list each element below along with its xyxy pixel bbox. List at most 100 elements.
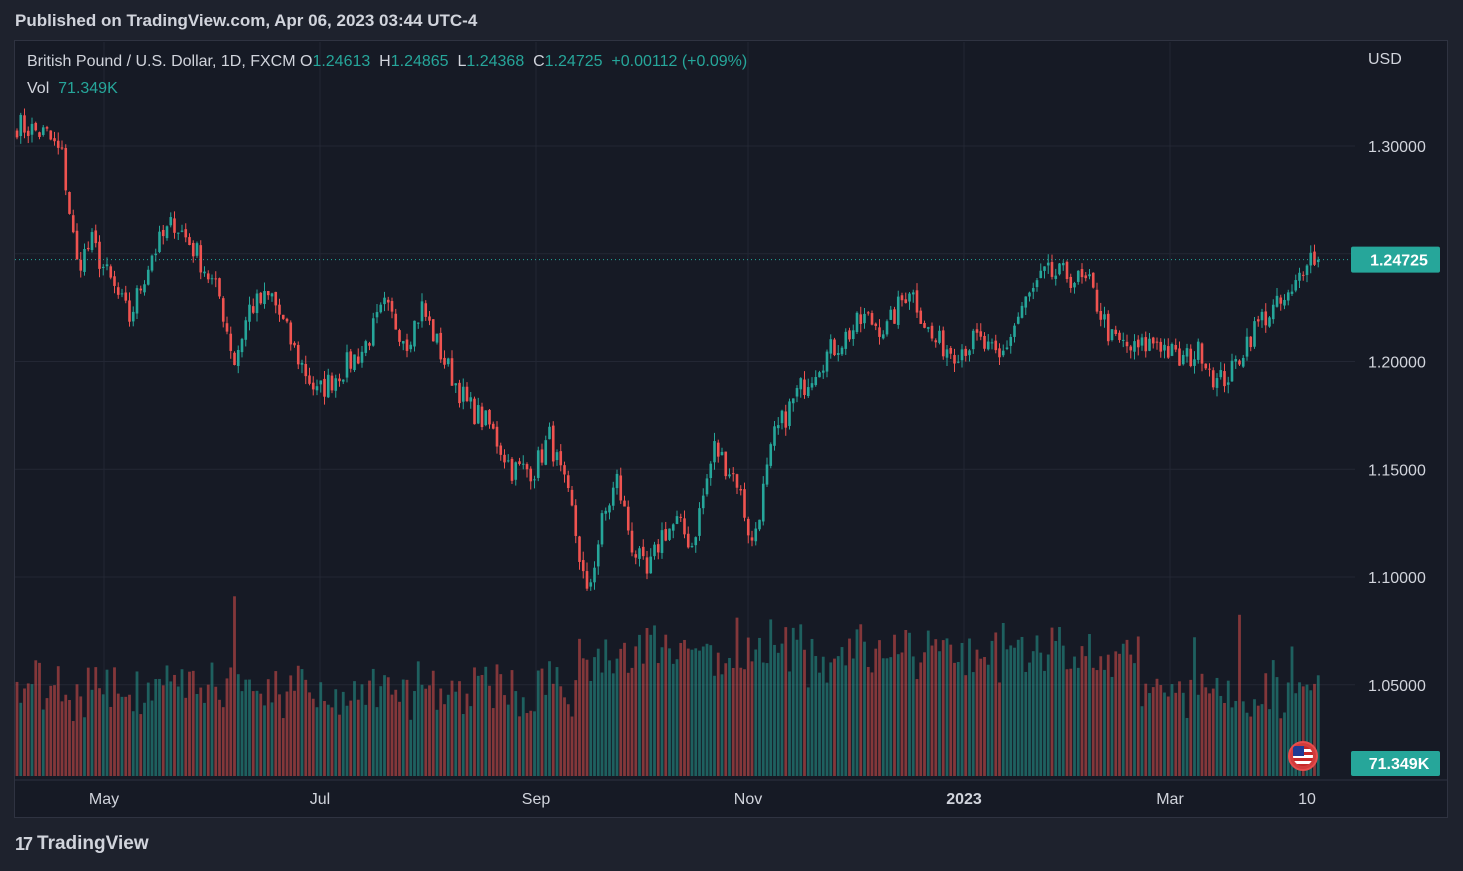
- candle-body: [450, 358, 454, 386]
- candle-body: [1095, 289, 1099, 312]
- tradingview-logo[interactable]: 17 TradingView: [15, 833, 149, 855]
- candle-body: [855, 312, 859, 332]
- candle-body: [19, 114, 23, 137]
- volume-bar: [405, 679, 409, 776]
- candle-body: [345, 352, 349, 378]
- volume-bar: [1185, 717, 1189, 776]
- candle-body: [38, 132, 41, 137]
- candle-body: [825, 351, 829, 372]
- volume-bar: [780, 643, 784, 776]
- candle-body: [71, 215, 75, 233]
- currency-label[interactable]: USD: [1368, 51, 1402, 68]
- volume-bar: [311, 698, 315, 776]
- vol-label[interactable]: Vol: [27, 80, 50, 97]
- volume-bar: [908, 632, 911, 776]
- candle-body: [611, 487, 615, 506]
- volume-bar: [1103, 669, 1106, 776]
- volume-bar: [1275, 677, 1279, 776]
- volume-bar: [413, 691, 416, 776]
- volume-bar: [1155, 678, 1159, 776]
- volume-bar: [1069, 668, 1073, 776]
- candle-body: [1279, 297, 1283, 304]
- volume-bar: [863, 641, 866, 776]
- volume-bar: [158, 678, 161, 776]
- volume-bar: [548, 661, 551, 776]
- volume-bar: [758, 637, 761, 776]
- candle-body: [641, 546, 645, 557]
- candle-body: [608, 505, 611, 513]
- candle-body: [349, 351, 353, 369]
- volume-bar: [349, 700, 353, 776]
- volume-bar: [465, 693, 469, 776]
- volume-bar: [113, 667, 116, 776]
- candle-body: [1020, 305, 1024, 318]
- candle-body: [915, 290, 919, 313]
- candle-body: [953, 355, 956, 364]
- x-tick-label: Nov: [734, 791, 762, 808]
- volume-bar: [330, 707, 334, 776]
- us-flag-icon[interactable]: [1288, 741, 1318, 771]
- candle-body: [304, 363, 308, 377]
- candle-body: [968, 350, 971, 356]
- candle-body: [64, 147, 68, 191]
- candle-body: [1181, 354, 1185, 365]
- volume-bar: [1013, 647, 1016, 776]
- candle-body: [990, 342, 994, 344]
- candle-body: [979, 331, 983, 337]
- candle-body: [34, 122, 38, 131]
- candle-body: [574, 505, 578, 536]
- volume-bar: [469, 706, 473, 776]
- volume-bar: [953, 662, 956, 776]
- volume-bar: [773, 644, 776, 776]
- chart-panel[interactable]: [14, 40, 1448, 818]
- candle-body: [1136, 339, 1140, 348]
- candle-body: [398, 330, 401, 342]
- candle-body: [566, 475, 570, 489]
- candle-body: [101, 266, 105, 268]
- volume-bar: [165, 665, 169, 776]
- candle-body: [1080, 269, 1084, 278]
- candle-body: [199, 245, 203, 273]
- candle-body: [859, 314, 863, 324]
- candle-body: [866, 312, 870, 314]
- volume-bar: [518, 716, 521, 776]
- volume-bar: [296, 665, 300, 776]
- candle-body: [113, 276, 116, 286]
- symbol-name[interactable]: British Pound / U.S. Dollar, 1D, FXCM: [27, 53, 296, 70]
- candle-body: [1005, 347, 1009, 350]
- volume-bar: [1043, 670, 1046, 776]
- candle-body: [791, 398, 795, 404]
- candle-body: [533, 479, 536, 481]
- candle-body: [435, 333, 439, 343]
- candle-body: [638, 548, 641, 559]
- candle-body: [413, 320, 416, 347]
- candle-body: [923, 322, 926, 328]
- candle-body: [1286, 292, 1290, 301]
- candle-body: [1170, 344, 1174, 356]
- volume-bar: [143, 702, 146, 776]
- volume-bar: [240, 691, 244, 776]
- volume-bar: [971, 672, 975, 776]
- volume-bar: [671, 663, 675, 776]
- open-label: O: [299, 53, 313, 70]
- candle-body: [773, 426, 776, 446]
- volume-bar: [679, 642, 683, 776]
- high-label: H: [379, 53, 391, 70]
- volume-bar: [589, 680, 593, 776]
- candle-body: [1031, 288, 1035, 292]
- candle-body: [1159, 341, 1163, 352]
- volume-bar: [559, 686, 563, 776]
- volume-bar: [604, 639, 608, 776]
- volume-bar: [593, 657, 596, 776]
- volume-bar: [521, 697, 525, 776]
- candle-body: [716, 442, 720, 457]
- candle-body: [293, 342, 296, 346]
- candle-body: [154, 253, 158, 256]
- candle-body: [1256, 319, 1260, 322]
- volume-bar: [360, 684, 364, 776]
- volume-bar: [713, 675, 716, 776]
- volume-bar: [236, 674, 240, 776]
- candle-body: [604, 510, 608, 514]
- candle-body: [83, 248, 86, 272]
